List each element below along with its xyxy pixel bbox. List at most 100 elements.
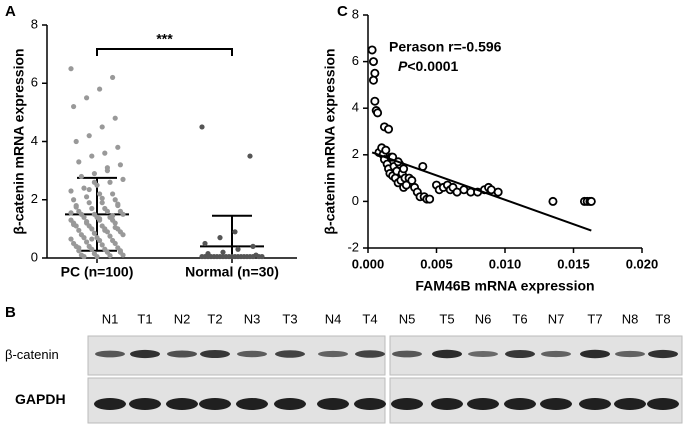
- data-point: [117, 248, 123, 254]
- panel-label: C: [337, 3, 348, 20]
- gapdh-band: [94, 398, 126, 410]
- data-point: [89, 205, 95, 212]
- data-point: [493, 187, 503, 197]
- gapdh-band: [647, 398, 679, 410]
- data-point: [91, 179, 97, 185]
- data-point: [384, 124, 394, 134]
- fit-line: [371, 151, 592, 232]
- data-point: [368, 57, 378, 67]
- data-point: [99, 200, 105, 206]
- data-point: [81, 214, 87, 220]
- y-tick-label: 8: [31, 16, 38, 31]
- beta-catenin-band: [237, 350, 267, 358]
- data-point: [370, 96, 380, 106]
- lane-label: N2: [174, 311, 191, 326]
- data-point: [71, 197, 77, 203]
- data-point: [78, 173, 84, 180]
- y-tick-label: 2: [352, 146, 359, 161]
- data-point: [89, 236, 95, 242]
- data-point: [112, 240, 118, 247]
- data-point: [81, 253, 87, 260]
- data-point: [205, 253, 211, 260]
- data-point: [120, 232, 126, 238]
- data-point: [84, 239, 90, 245]
- data-point: [115, 144, 121, 150]
- lane-label: T7: [587, 311, 602, 326]
- lane-label: T8: [655, 311, 670, 326]
- x-tick-label: 0.015: [557, 256, 590, 271]
- data-point: [86, 200, 92, 206]
- lane-label: T3: [282, 311, 297, 326]
- x-tick-label: 0.005: [420, 256, 453, 271]
- gapdh-band: [166, 398, 198, 410]
- data-point: [99, 124, 105, 130]
- data-point: [117, 162, 123, 168]
- y-tick-label: 8: [352, 6, 359, 21]
- data-point: [199, 124, 205, 130]
- beta-catenin-band: [167, 350, 197, 358]
- gapdh-band: [274, 398, 306, 410]
- data-point: [112, 220, 118, 226]
- data-point: [373, 108, 383, 118]
- data-point: [202, 240, 208, 247]
- beta-catenin-band: [318, 350, 348, 358]
- data-point: [73, 138, 79, 145]
- data-point: [250, 243, 256, 249]
- data-point: [91, 170, 97, 177]
- lane-label: N5: [399, 311, 416, 326]
- beta-catenin-band: [505, 350, 535, 358]
- gapdh-band: [129, 398, 161, 410]
- significance-label: ***: [156, 31, 173, 47]
- y-tick-label: 4: [31, 133, 38, 148]
- data-point: [104, 165, 110, 171]
- data-point: [102, 227, 108, 233]
- beta-catenin-band: [130, 349, 160, 359]
- data-point: [68, 210, 74, 216]
- p-symbol: P: [398, 58, 408, 74]
- data-point: [104, 208, 110, 214]
- data-point: [112, 115, 118, 121]
- data-point: [71, 221, 77, 228]
- data-point: [73, 204, 79, 210]
- data-point: [89, 226, 95, 232]
- data-point: [76, 245, 82, 251]
- data-point: [76, 227, 82, 233]
- row-label: GAPDH: [15, 391, 66, 407]
- gapdh-band: [317, 398, 349, 410]
- beta-catenin-band: [95, 350, 125, 358]
- p-value-label: P<0.0001: [398, 58, 459, 74]
- lane-label: N3: [244, 311, 261, 326]
- gapdh-band: [354, 398, 386, 410]
- data-point: [97, 216, 103, 222]
- data-point: [548, 196, 558, 206]
- gapdh-band: [391, 398, 423, 410]
- data-point: [370, 68, 380, 78]
- data-point: [368, 75, 378, 85]
- data-point: [107, 233, 113, 239]
- data-point: [235, 253, 241, 260]
- row-label: β-catenin: [5, 347, 59, 362]
- lane-label: N8: [622, 311, 639, 326]
- x-tick-label: PC (n=100): [61, 264, 134, 280]
- beta-catenin-band: [580, 349, 610, 359]
- data-point: [91, 230, 97, 236]
- x-tick-label: 0.010: [489, 256, 522, 271]
- x-tick-label: 0.000: [352, 256, 385, 271]
- data-point: [68, 188, 74, 194]
- lane-label: N4: [325, 311, 342, 326]
- data-point: [68, 236, 74, 242]
- beta-catenin-band: [200, 350, 230, 358]
- y-axis-label: β-catenin mRNA expression: [11, 48, 27, 234]
- data-point: [232, 229, 238, 235]
- data-point: [81, 185, 87, 191]
- data-point: [399, 164, 409, 174]
- data-point: [89, 246, 95, 252]
- significance-bracket: [96, 48, 233, 56]
- y-tick-label: 2: [31, 191, 38, 206]
- data-point: [259, 253, 265, 260]
- data-point: [107, 179, 113, 185]
- gapdh-band: [199, 398, 231, 410]
- lane-label: N1: [102, 311, 119, 326]
- data-point: [68, 66, 74, 72]
